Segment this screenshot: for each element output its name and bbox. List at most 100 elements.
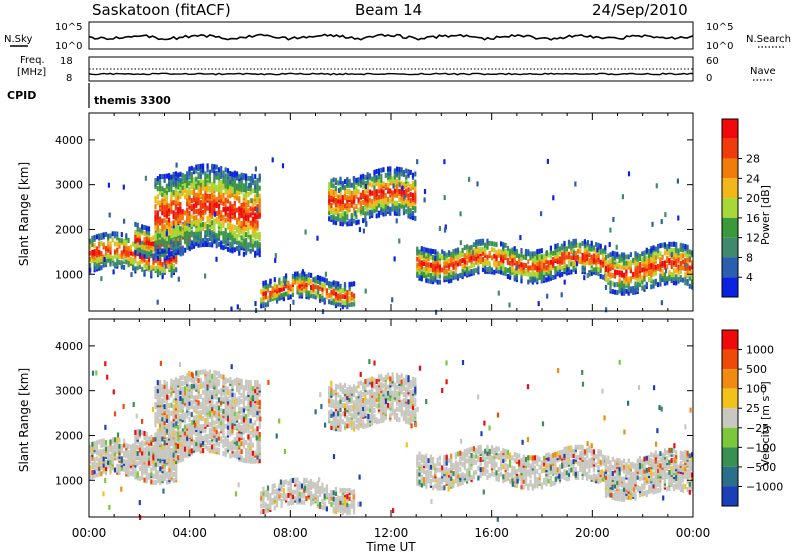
- power-cell: [328, 186, 331, 192]
- power-cell: [614, 289, 617, 295]
- power-cell: [556, 271, 559, 277]
- power-cell: [145, 235, 148, 241]
- power-cell: [425, 261, 428, 267]
- vel-cell: [229, 389, 232, 395]
- power-cell: [352, 176, 355, 182]
- power-cell: [346, 209, 349, 215]
- power-cell: [296, 285, 299, 291]
- power-cell: [577, 242, 580, 248]
- power-cell: [224, 205, 227, 211]
- power-cell: [138, 251, 141, 257]
- power-cell: [179, 185, 182, 191]
- power-cell: [355, 220, 358, 226]
- power-cell: [89, 250, 92, 256]
- vel-cell: [231, 424, 234, 430]
- vel-cell: [181, 456, 185, 462]
- vel-cell: [150, 461, 153, 467]
- nave-tick-top: 60: [706, 56, 719, 67]
- power-cell: [250, 198, 253, 204]
- power-cell: [152, 263, 155, 269]
- power-cell: [138, 243, 141, 249]
- vel-cell: [199, 436, 202, 442]
- power-cell: [664, 268, 668, 274]
- vel-cell: [188, 449, 191, 455]
- power-cell: [444, 224, 447, 230]
- vel-cell: [100, 449, 103, 454]
- vel-cell: [229, 445, 232, 451]
- power-cell: [641, 267, 644, 273]
- power-cell: [174, 231, 177, 237]
- power-cell: [450, 269, 453, 275]
- power-cell: [168, 251, 171, 257]
- power-cell: [316, 235, 319, 241]
- power-cell: [159, 242, 162, 248]
- vel-cell: [215, 437, 218, 443]
- freq-tick-top: 18: [60, 56, 73, 67]
- power-cell: [337, 188, 341, 193]
- power-cell: [443, 275, 446, 281]
- power-cell: [183, 184, 187, 190]
- vel-cell: [217, 371, 221, 377]
- power-cell: [609, 252, 612, 258]
- power-cell: [565, 254, 568, 260]
- power-cell: [632, 271, 635, 277]
- power-cell: [407, 181, 410, 187]
- power-cell: [371, 210, 374, 216]
- vel-cell: [231, 396, 234, 401]
- vel-cell: [89, 454, 92, 460]
- vel-cell: [156, 392, 159, 398]
- vel-cell: [217, 441, 221, 447]
- power-cell: [192, 187, 196, 193]
- power-cell: [353, 206, 356, 212]
- power-cell: [570, 255, 573, 261]
- vel-cell: [177, 410, 180, 416]
- power-cell: [317, 289, 320, 295]
- power-cell: [427, 248, 430, 254]
- power-cell: [136, 265, 139, 271]
- power-colorbar-swatch: [722, 217, 738, 238]
- power-colorbar-swatch: [722, 138, 738, 159]
- power-cell: [186, 225, 189, 231]
- power-cell: [226, 188, 230, 194]
- power-cell: [398, 209, 401, 215]
- power-cell: [588, 258, 591, 264]
- vel-cell: [143, 449, 146, 455]
- power-cell: [172, 264, 175, 269]
- power-cell: [245, 232, 248, 238]
- vel-cell: [224, 377, 227, 383]
- power-cell: [242, 183, 245, 189]
- vel-cell: [159, 446, 162, 452]
- power-cell: [206, 173, 209, 179]
- power-cell: [679, 269, 682, 274]
- power-cell: [391, 190, 394, 196]
- power-cell: [271, 286, 274, 292]
- power-cell: [558, 272, 562, 278]
- power-cell: [179, 171, 182, 177]
- power-cell: [170, 221, 173, 226]
- vel-cell: [102, 438, 105, 444]
- vel-cell: [170, 382, 173, 388]
- power-cell: [438, 253, 441, 259]
- power-cell: [579, 256, 582, 262]
- power-cell: [654, 250, 657, 256]
- power-cell: [229, 171, 232, 176]
- power-cell: [231, 175, 234, 181]
- power-cell: [195, 219, 198, 224]
- power-cell: [195, 164, 198, 170]
- power-cell: [638, 272, 642, 278]
- power-cell: [543, 253, 546, 259]
- power-cell: [143, 253, 146, 259]
- vel-cell: [208, 446, 211, 452]
- power-cell: [213, 208, 216, 214]
- vel-cell: [168, 458, 171, 464]
- power-cell: [247, 230, 250, 236]
- power-cell: [199, 177, 202, 183]
- power-cell: [438, 226, 441, 231]
- power-cell: [211, 204, 214, 210]
- power-cell: [195, 184, 198, 190]
- power-cell: [208, 177, 211, 183]
- power-cell: [341, 304, 344, 310]
- power-cell: [456, 247, 460, 253]
- power-cell: [684, 276, 687, 282]
- power-cell: [609, 280, 612, 286]
